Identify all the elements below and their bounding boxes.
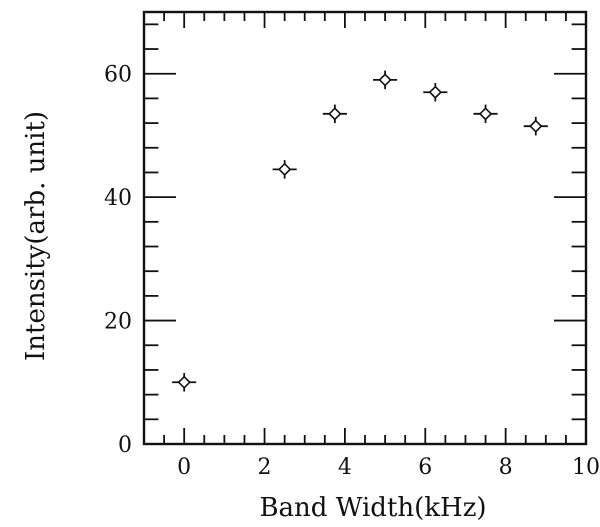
y-tick-label: 0 (118, 433, 132, 458)
y-tick-label: 20 (104, 310, 132, 335)
diamond-marker (177, 375, 191, 389)
data-point (423, 82, 448, 102)
x-tick-label: 6 (418, 455, 432, 480)
diamond-marker (278, 162, 292, 177)
y-tick-label: 60 (104, 63, 132, 88)
data-point (373, 70, 398, 90)
data-points (172, 70, 548, 392)
x-tick-label: 8 (499, 455, 513, 480)
diamond-marker (428, 85, 442, 99)
diamond-marker (478, 107, 493, 121)
data-point (322, 104, 347, 124)
x-tick-label: 10 (572, 455, 600, 480)
x-tick-label: 0 (177, 455, 191, 480)
tick-labels: 0 2 4 6 8 10 0 20 40 60 (104, 63, 600, 480)
data-point (172, 373, 197, 392)
data-point (473, 104, 498, 124)
y-axis-title: Intensity(arb. unit) (21, 111, 51, 361)
data-point (272, 160, 297, 179)
plot-frame (142, 10, 588, 446)
x-tick-label: 4 (338, 455, 352, 480)
diamond-marker (529, 119, 543, 133)
axis-ticks (143, 12, 587, 445)
diamond-marker (378, 73, 392, 87)
diamond-marker (328, 107, 342, 121)
x-tick-label: 2 (258, 455, 272, 480)
y-tick-label: 40 (104, 186, 132, 211)
x-axis-title: Band Width(kHz) (259, 493, 486, 523)
data-point (523, 116, 548, 136)
